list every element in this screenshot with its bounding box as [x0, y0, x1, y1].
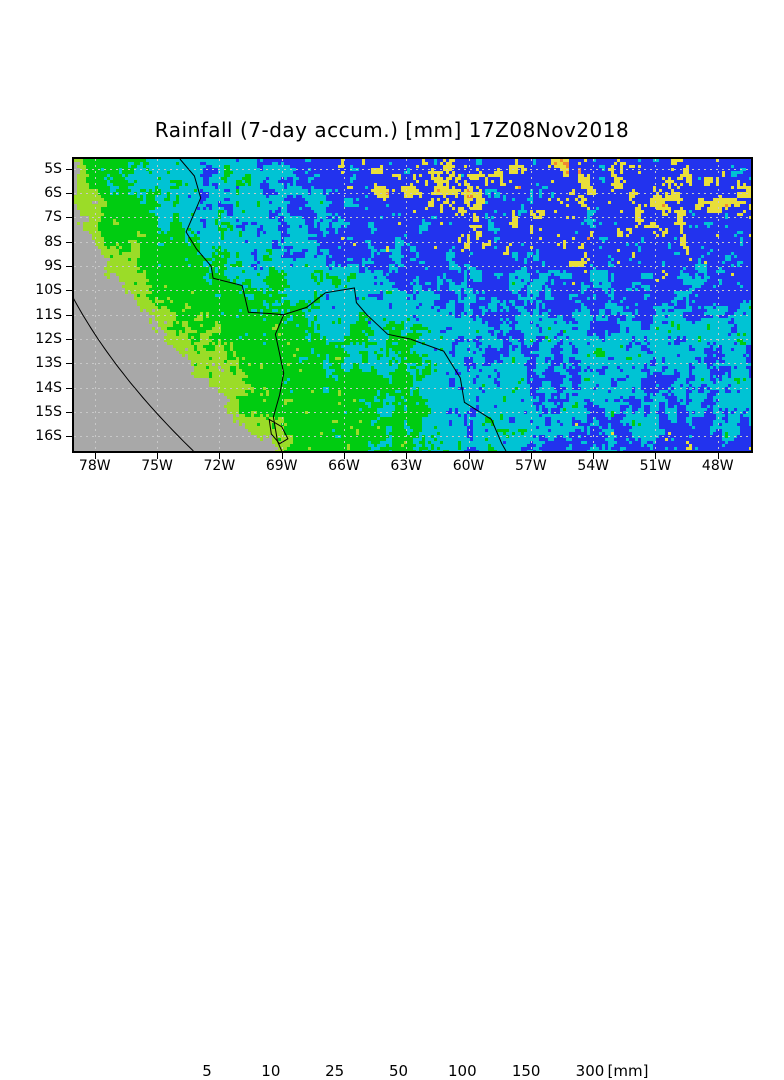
y-tick-mark — [66, 436, 72, 438]
rainfall-field-canvas — [74, 159, 751, 451]
y-tick-label-6s: 6S — [44, 185, 62, 202]
y-tick-mark — [66, 387, 72, 389]
border-peru-brazil — [179, 159, 284, 316]
x-tick-mark — [406, 453, 408, 459]
x-tick-label-66w: 66W — [328, 458, 360, 474]
y-tick-mark — [66, 314, 72, 316]
x-tick-label-54w: 54W — [577, 458, 609, 474]
y-tick-label-14s: 14S — [35, 379, 62, 396]
y-tick-label-15s: 15S — [35, 404, 62, 421]
y-tick-mark — [66, 193, 72, 195]
rainfall-map-page: Rainfall (7-day accum.) [mm] 17Z08Nov201… — [0, 118, 784, 1079]
x-tick-label-69w: 69W — [265, 458, 298, 474]
x-tick-mark — [343, 453, 345, 459]
y-tick-mark — [66, 266, 72, 268]
y-tick-label-12s: 12S — [35, 331, 62, 348]
y-tick-label-7s: 7S — [44, 209, 62, 226]
y-tick-label-5s: 5S — [44, 160, 62, 177]
x-tick-mark — [94, 453, 96, 459]
y-tick-label-10s: 10S — [35, 282, 62, 299]
y-tick-mark — [66, 339, 72, 341]
y-tick-label-16s: 16S — [35, 428, 62, 445]
y-tick-label-9s: 9S — [44, 258, 62, 275]
y-tick-mark — [66, 241, 72, 243]
x-tick-label-48w: 48W — [701, 458, 734, 474]
x-tick-mark — [157, 453, 159, 459]
lake-titicaca — [268, 418, 289, 445]
y-tick-label-8s: 8S — [44, 233, 62, 250]
y-tick-label-11s: 11S — [35, 306, 62, 323]
x-tick-mark — [468, 453, 470, 459]
x-tick-label-60w: 60W — [452, 458, 485, 474]
x-tick-label-75w: 75W — [141, 458, 173, 474]
colorbar-tick-label-10: 10 — [261, 1062, 281, 1080]
x-tick-mark — [281, 453, 283, 459]
x-tick-mark — [655, 453, 657, 459]
colorbar-tick-label-25: 25 — [325, 1062, 345, 1080]
x-tick-label-57w: 57W — [515, 458, 547, 474]
x-tick-label-78w: 78W — [78, 458, 111, 474]
coastline-pacific — [74, 298, 194, 451]
map-plot-area[interactable] — [72, 157, 753, 453]
x-tick-mark — [717, 453, 719, 459]
colorbar-tick-label-300: 300 — [575, 1062, 605, 1080]
y-tick-mark — [66, 412, 72, 414]
border-bolivia-brazil — [283, 287, 507, 451]
x-tick-mark — [219, 453, 221, 459]
colorbar-tick-label-150: 150 — [511, 1062, 541, 1080]
colorbar-tick-label-100: 100 — [448, 1062, 477, 1080]
map-vector-overlay — [74, 159, 507, 451]
y-tick-mark — [66, 217, 72, 219]
y-tick-mark — [66, 168, 72, 170]
y-tick-label-13s: 13S — [35, 355, 62, 372]
x-tick-label-51w: 51W — [639, 458, 672, 474]
colorbar-swatches — [0, 516, 784, 586]
border-peru-bolivia — [272, 314, 285, 451]
colorbar[interactable]: [mm] 5 10 25 50 100 150 300 — [0, 516, 784, 1079]
x-tick-mark — [593, 453, 595, 459]
colorbar-tick-label-50: 50 — [388, 1062, 409, 1080]
y-tick-mark — [66, 363, 72, 365]
colorbar-tick-label-5: 5 — [202, 1062, 212, 1080]
page-title: Rainfall (7-day accum.) [mm] 17Z08Nov201… — [154, 118, 630, 142]
x-tick-mark — [530, 453, 532, 459]
y-tick-mark — [66, 290, 72, 292]
x-tick-label-72w: 72W — [203, 458, 236, 474]
x-tick-label-63w: 63W — [390, 458, 423, 474]
